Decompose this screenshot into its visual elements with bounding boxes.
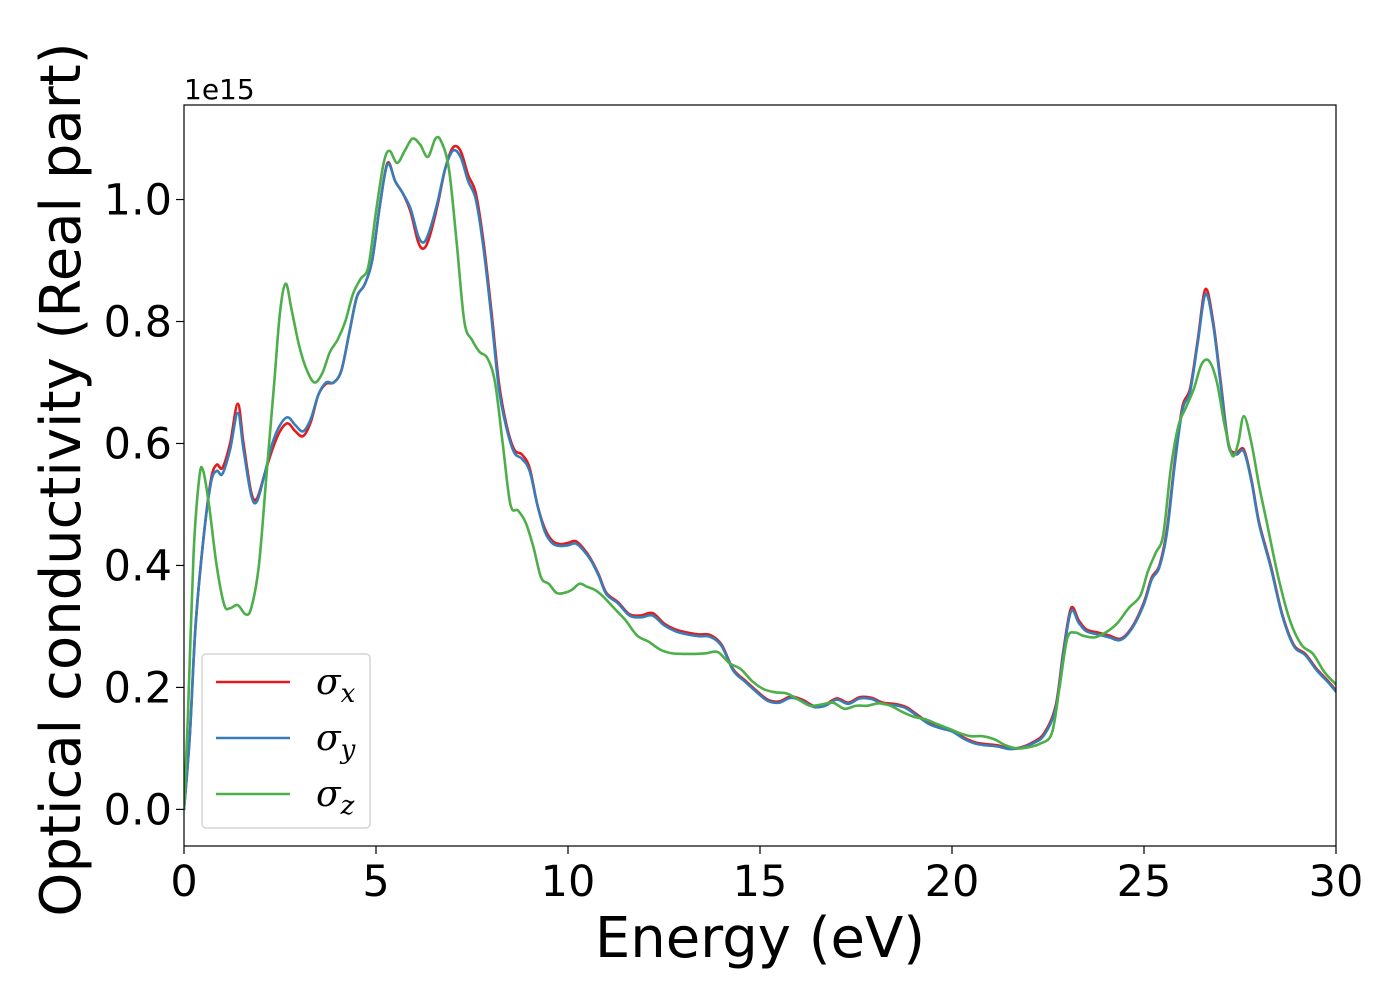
y-axis-title: Optical conductivity (Real part) xyxy=(29,42,94,916)
legend-subscript: x xyxy=(341,679,356,709)
legend-subscript: y xyxy=(340,735,356,765)
legend-symbol: σ xyxy=(316,718,342,759)
legend-symbol: σ xyxy=(316,662,342,703)
legend-label-z: σz xyxy=(316,774,355,821)
legend-box xyxy=(201,653,371,829)
series-line-z xyxy=(184,135,1336,811)
legend-subscript: z xyxy=(340,791,355,821)
series-line-y xyxy=(184,148,1336,811)
y-tick-label: 0.6 xyxy=(104,419,172,469)
y-tick-label: 0.2 xyxy=(104,663,172,713)
legend-label-x: σx xyxy=(316,662,356,709)
series-layer xyxy=(184,135,1336,811)
y-tick-label: 0.4 xyxy=(104,541,172,591)
x-axis: 0 5 10 15 20 25 30 xyxy=(170,846,1363,907)
x-tick-label: 30 xyxy=(1309,857,1364,907)
legend-label-y: σy xyxy=(316,718,356,765)
y-tick-label: 1.0 xyxy=(104,176,172,226)
y-axis: 0.0 0.2 0.4 0.6 0.8 1.0 xyxy=(104,176,184,835)
y-tick-label: 0.0 xyxy=(104,785,172,835)
y-offset-label: 1e15 xyxy=(184,73,255,106)
legend-symbol: σ xyxy=(316,774,342,815)
x-tick-label: 15 xyxy=(733,857,788,907)
x-tick-label: 25 xyxy=(1117,857,1172,907)
x-tick-label: 0 xyxy=(170,857,197,907)
x-tick-label: 5 xyxy=(362,857,389,907)
x-tick-label: 10 xyxy=(541,857,596,907)
x-tick-label: 20 xyxy=(925,857,980,907)
y-tick-label: 0.8 xyxy=(104,298,172,348)
x-axis-title: Energy (eV) xyxy=(595,906,925,971)
